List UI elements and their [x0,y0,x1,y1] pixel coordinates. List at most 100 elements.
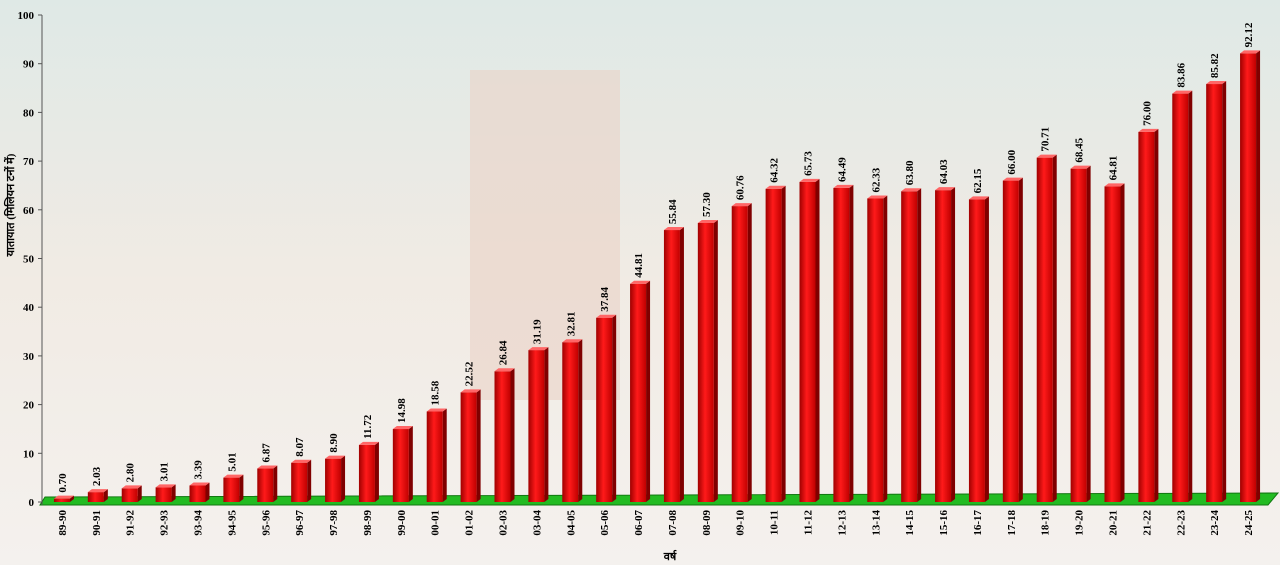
bar [392,429,409,502]
bar-side [273,465,278,502]
value-label: 62.15 [972,168,984,193]
bar-top [392,426,413,430]
value-label: 8.07 [294,437,306,457]
value-label: 3.01 [159,462,171,481]
bar-side [1086,165,1091,502]
bar-side [1052,154,1057,502]
x-tick-label: 19-20 [1074,510,1086,536]
x-tick-label: 01-02 [464,510,476,536]
bar [528,350,545,502]
bar [968,199,985,502]
bar [1172,93,1189,502]
x-tick-label: 09-10 [735,510,747,536]
x-tick-label: 03-04 [531,510,543,536]
bar-top [87,489,108,493]
bar-side [442,408,447,502]
bar-side [679,227,684,502]
bar-top [358,441,379,445]
value-label: 70.71 [1040,127,1052,152]
bar [630,283,647,502]
bar-top [1070,165,1091,169]
x-tick-label: 99-00 [396,510,408,536]
bar [1240,53,1257,502]
bar [291,462,308,502]
background-photo [470,70,620,400]
x-tick-label: 96-97 [294,510,306,536]
value-label: 65.73 [803,151,815,176]
bar [1036,157,1053,502]
x-tick-label: 11-12 [803,510,815,536]
bar [799,181,816,502]
x-tick-label: 12-13 [836,510,848,536]
y-tick-label: 30 [23,351,35,363]
bar [223,477,240,502]
bar-top [494,368,515,372]
bar-side [883,195,888,503]
bar-side [578,339,583,502]
bar-top [53,495,74,499]
bar-side [374,441,379,502]
value-label: 57.30 [701,192,713,217]
bar [1138,131,1155,502]
y-tick-label: 90 [23,59,35,71]
bar [833,187,850,502]
x-tick-label: 14-15 [904,510,916,536]
value-label: 32.81 [565,311,577,336]
bar-side [747,203,752,502]
bar-top [630,280,651,284]
bar-side [781,185,786,502]
value-label: 14.98 [396,398,408,423]
value-label: 11.72 [362,414,374,439]
bar-top [697,219,718,223]
x-tick-label: 22-23 [1175,510,1187,536]
x-tick-label: 13-14 [870,510,882,536]
bar [697,222,714,502]
bar-side [103,489,108,502]
bar-top [596,314,617,318]
x-tick-label: 00-01 [430,510,442,536]
bar [53,498,70,502]
bar-side [239,474,244,502]
value-label: 64.49 [836,157,848,182]
bar [325,458,342,502]
bar-top [1036,154,1057,158]
bar-top [799,178,820,182]
bar-top [1240,50,1261,54]
value-label: 92.12 [1243,22,1255,47]
bar-top [833,184,854,188]
value-label: 37.84 [599,286,611,311]
x-tick-label: 10-11 [769,510,781,535]
y-tick-label: 20 [23,400,35,412]
bar [1070,168,1087,502]
bar [1104,186,1121,502]
bar-side [408,426,413,502]
value-label: 8.90 [328,433,340,453]
value-label: 2.03 [91,466,103,486]
x-tick-label: 20-21 [1108,510,1120,536]
bar-side [917,188,922,502]
x-tick-label: 02-03 [498,510,510,536]
x-tick-label: 15-16 [938,510,950,536]
y-tick-label: 80 [23,107,35,119]
bar-top [155,484,176,488]
bar-side [951,187,956,503]
bar-side [849,184,854,502]
bar-side [1256,50,1261,502]
value-label: 64.81 [1108,156,1120,181]
x-tick-label: 07-08 [667,510,679,536]
value-label: 68.45 [1074,137,1086,162]
bar [562,342,579,502]
bar-top [935,187,956,191]
x-tick-label: 17-18 [1006,510,1018,536]
bar-side [69,495,74,502]
value-label: 5.01 [226,452,238,471]
x-tick-label: 06-07 [633,510,645,536]
bar [867,198,884,503]
value-label: 31.19 [531,319,543,344]
value-label: 26.84 [498,340,510,365]
x-tick-label: 89-90 [57,510,69,536]
bar [426,411,443,502]
value-label: 64.03 [938,159,950,184]
value-label: 76.00 [1141,101,1153,126]
